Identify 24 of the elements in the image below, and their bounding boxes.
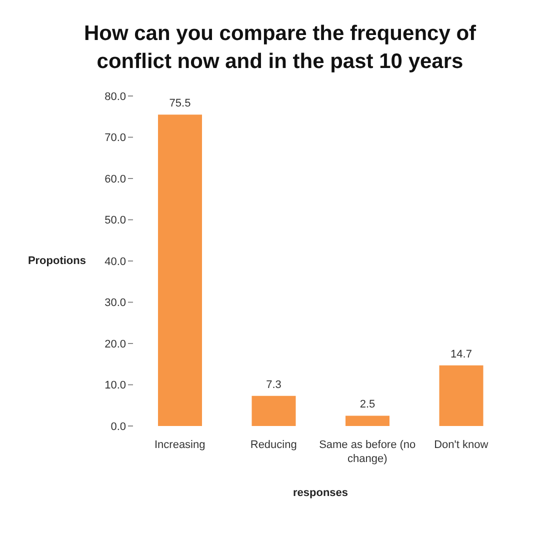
data-label: 7.3	[266, 378, 282, 391]
y-tick-label: 30.0	[104, 297, 126, 310]
data-label: 2.5	[360, 398, 376, 411]
x-tick-label: Increasing	[154, 439, 206, 451]
data-label: 75.5	[169, 98, 191, 110]
y-tick-label: 60.0	[104, 173, 126, 186]
y-tick-label: 40.0	[104, 256, 126, 268]
bar	[158, 114, 202, 426]
bar	[346, 416, 390, 426]
y-tick-label: 20.0	[104, 338, 126, 350]
x-tick-label: Same as before (no change)	[319, 439, 416, 465]
bar	[439, 365, 484, 426]
y-tick-label: 80.0	[104, 90, 126, 103]
y-axis-title: Propotions	[28, 254, 86, 267]
y-tick-label: 10.0	[104, 380, 126, 392]
y-tick-label: 0.0	[110, 420, 126, 433]
x-tick-label: Don't know	[434, 439, 488, 451]
chart-title: How can you compare the frequency of conflict now and in the past 10 years	[82, 21, 478, 75]
x-axis-title: responses	[292, 487, 348, 499]
y-tick-label: 50.0	[104, 214, 126, 227]
y-tick-label: 70.0	[104, 132, 126, 144]
x-tick-label: Reducing	[250, 439, 297, 451]
data-label: 14.7	[450, 348, 472, 360]
bar	[252, 396, 296, 426]
